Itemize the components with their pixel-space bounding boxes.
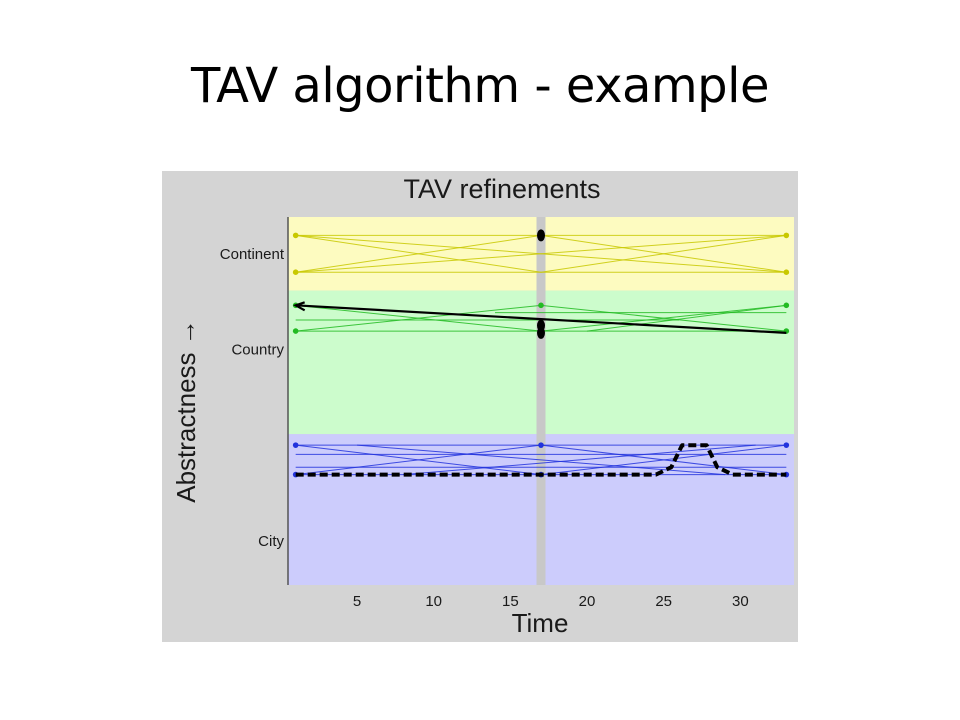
- highlight-marker-0: [537, 229, 545, 242]
- city-point-2: [538, 442, 544, 448]
- highlight-column: [536, 217, 546, 585]
- y-tick-label-continent: Continent: [220, 246, 285, 263]
- city-point-4: [783, 442, 790, 448]
- series-solid-line: [295, 304, 787, 334]
- y-tick-label-city: City: [258, 533, 284, 550]
- city-line-8: [356, 444, 726, 476]
- country-line-3: [540, 304, 787, 332]
- x-tick-label-30: 30: [732, 593, 749, 610]
- continent-point-0: [292, 232, 299, 239]
- y-axis-label: Abstractness →: [171, 319, 201, 503]
- country-point-3: [783, 302, 790, 309]
- slide-title: TAV algorithm - example: [190, 58, 770, 114]
- country-line-2: [295, 304, 542, 332]
- chart-title: TAV refinements: [403, 174, 600, 204]
- continent-line-1: [295, 234, 787, 273]
- x-tick-label-20: 20: [579, 593, 596, 610]
- x-tick-label-10: 10: [425, 593, 442, 610]
- x-tick-label-25: 25: [655, 593, 672, 610]
- country-line-7: [586, 304, 787, 332]
- country-point-1: [292, 328, 299, 334]
- continent-line-4: [295, 234, 542, 273]
- series-dashed-line: [295, 443, 787, 477]
- x-tick-label-15: 15: [502, 593, 519, 610]
- city-line-1: [295, 444, 542, 476]
- city-point-0: [292, 442, 299, 448]
- x-axis-label: Time: [512, 608, 569, 638]
- city-line-9: [402, 444, 756, 476]
- continent-line-5: [540, 234, 787, 273]
- continent-point-3: [783, 232, 790, 239]
- y-tick-label-country: Country: [231, 341, 284, 358]
- tav-refinements-chart: TAV refinements 5 10 15 20 25 30 Continent Coun…: [162, 171, 798, 642]
- chart-figure: TAV refinements 5 10 15 20 25 30 Continent Coun…: [162, 171, 798, 642]
- country-point-2: [538, 302, 544, 309]
- highlight-marker-2: [537, 326, 545, 339]
- city-line-3: [540, 444, 787, 476]
- continent-point-4: [783, 269, 790, 275]
- x-tick-label-5: 5: [353, 593, 361, 610]
- plot-area: 5 10 15 20 25 30 Continent Country City: [220, 217, 794, 610]
- continent-point-1: [292, 269, 299, 275]
- series-solid-arrowhead: [292, 301, 306, 312]
